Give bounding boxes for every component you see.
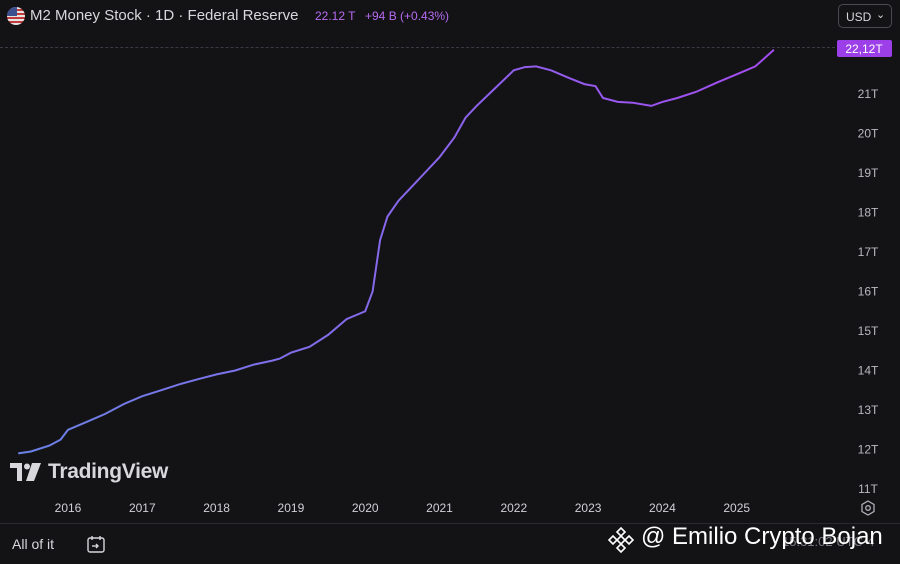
tradingview-wordmark: TradingView xyxy=(48,460,169,483)
us-flag-icon xyxy=(7,7,25,25)
tradingview-logo-icon xyxy=(10,463,41,481)
x-tick-label: 2017 xyxy=(129,501,156,515)
x-tick-label: 2018 xyxy=(203,501,230,515)
y-tick-label: 15T xyxy=(858,324,879,338)
x-tick-label: 2020 xyxy=(352,501,379,515)
x-tick-label: 2016 xyxy=(55,501,82,515)
y-tick-label: 13T xyxy=(858,403,879,417)
y-tick-label: 20T xyxy=(858,127,879,141)
last-price-line xyxy=(0,47,835,48)
chart-title[interactable]: M2 Money Stock · 1D · Federal Reserve xyxy=(30,7,299,24)
y-tick-label: 12T xyxy=(858,443,879,457)
x-tick-label: 2024 xyxy=(649,501,676,515)
line-chart[interactable]: 11T 12T 13T 14T 15T 16T 17T 18T 19T 20T 21T 2016 201… xyxy=(0,0,900,523)
y-tick-label: 19T xyxy=(858,166,879,180)
settings-icon[interactable] xyxy=(860,500,876,516)
binance-diamond-icon xyxy=(607,526,635,554)
chart-header: M2 Money Stock · 1D · Federal Reserve 22… xyxy=(0,0,900,32)
header-change: +94 B (+0.43%) xyxy=(365,9,450,23)
currency-label: USD xyxy=(846,10,872,24)
y-tick-label: 21T xyxy=(858,87,879,101)
x-tick-label: 2022 xyxy=(500,501,527,515)
y-tick-label: 16T xyxy=(858,285,879,299)
calendar-range-icon[interactable] xyxy=(86,534,106,554)
last-price-label: 22,12T xyxy=(845,42,883,56)
currency-select[interactable]: USD ⌄ xyxy=(838,4,892,28)
x-tick-label: 2019 xyxy=(278,501,305,515)
y-tick-label: 17T xyxy=(858,245,879,259)
x-tick-label: 2023 xyxy=(575,501,602,515)
y-tick-label: 14T xyxy=(858,364,879,378)
header-price: 22.12 T xyxy=(315,9,356,23)
footer-bar: All of it xyxy=(0,523,900,564)
y-tick-label: 11T xyxy=(858,482,878,496)
timestamp: 15:31:02 UTC-4 xyxy=(782,534,875,549)
series-line xyxy=(18,49,775,455)
range-all-button[interactable]: All of it xyxy=(12,536,55,552)
watermark-text: @ Emilio Crypto Bojan xyxy=(641,523,883,550)
x-tick-label: 2021 xyxy=(426,501,453,515)
last-price-badge xyxy=(837,40,892,57)
x-tick-label: 2025 xyxy=(723,501,750,515)
y-tick-label: 18T xyxy=(858,206,879,220)
chevron-down-icon: ⌄ xyxy=(876,9,886,21)
